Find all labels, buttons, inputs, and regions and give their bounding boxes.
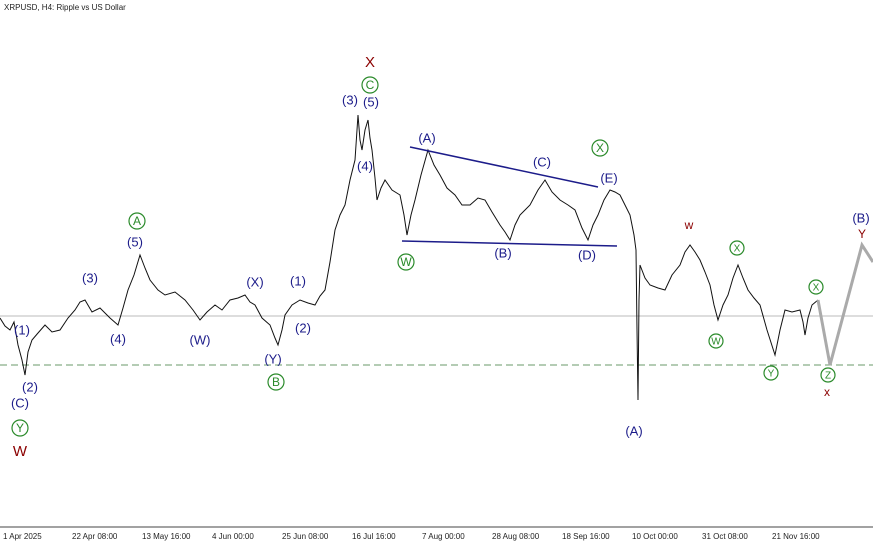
wave-label: (2): [22, 379, 38, 394]
label-circle: [361, 76, 379, 94]
wave-label: (W): [190, 332, 211, 347]
wave-label: W: [400, 255, 412, 269]
wave-label: (B): [494, 245, 511, 260]
x-tick-label: 28 Aug 08:00: [492, 532, 540, 541]
label-circle: [708, 333, 724, 349]
wave-label: (4): [110, 331, 126, 346]
x-axis-labels: 1 Apr 2025 22 Apr 08:00 13 May 16:00 4 J…: [3, 532, 820, 541]
wave-label: Y: [858, 227, 866, 241]
wave-label: (D): [578, 247, 596, 262]
label-circle: [820, 367, 836, 383]
wave-label: (B): [852, 210, 869, 225]
wave-label: X: [813, 283, 820, 294]
chart-title: XRPUSD, H4: Ripple vs US Dollar: [4, 3, 126, 12]
projection-line: [816, 241, 873, 366]
wave-label: W: [13, 443, 28, 460]
price-line: [0, 114, 819, 401]
wave-label: (X): [246, 274, 263, 289]
wave-label: (3): [82, 270, 98, 285]
wave-label: (C): [11, 395, 29, 410]
trend-line: [401, 240, 618, 247]
wave-label: (5): [363, 94, 379, 109]
wave-label: A: [133, 214, 141, 228]
wave-label: (1): [290, 273, 306, 288]
x-tick-label: 10 Oct 00:00: [632, 532, 678, 541]
trend-line: [409, 146, 599, 188]
label-circle: [267, 373, 285, 391]
label-circle: [763, 365, 779, 381]
wave-label: Z: [825, 371, 831, 382]
wave-label: (5): [127, 234, 143, 249]
wave-label: x: [824, 385, 830, 399]
label-circle: [11, 419, 29, 437]
x-tick-label: 1 Apr 2025: [3, 532, 42, 541]
x-tick-label: 22 Apr 08:00: [72, 532, 118, 541]
label-circle: [397, 253, 415, 271]
x-tick-label: 18 Sep 16:00: [562, 532, 610, 541]
wave-label: (3): [342, 92, 358, 107]
wave-label: Y: [16, 421, 24, 435]
x-tick-label: 4 Jun 00:00: [212, 532, 254, 541]
wave-label: B: [272, 375, 280, 389]
wave-label: (1): [14, 322, 30, 337]
wave-label: (A): [625, 423, 642, 438]
label-circle: [591, 139, 609, 157]
wave-label: (4): [357, 158, 373, 173]
wave-label: (E): [600, 170, 617, 185]
wave-labels: W Y (C) (2) (1) (3) (4) A (5) (W) (X) (Y…: [11, 54, 870, 460]
wave-label: C: [366, 78, 375, 92]
wave-label: X: [596, 141, 604, 155]
x-tick-label: 31 Oct 08:00: [702, 532, 748, 541]
wave-label: (2): [295, 320, 311, 335]
x-tick-label: 7 Aug 00:00: [422, 532, 465, 541]
x-tick-label: 13 May 16:00: [142, 532, 191, 541]
wave-label: (A): [418, 130, 435, 145]
wave-label: (C): [533, 154, 551, 169]
x-tick-label: 25 Jun 08:00: [282, 532, 329, 541]
x-tick-label: 21 Nov 16:00: [772, 532, 820, 541]
wave-label: X: [365, 54, 375, 71]
wave-label: (Y): [264, 351, 281, 366]
wave-label: W: [711, 337, 721, 348]
wave-label: Y: [768, 369, 775, 380]
wave-label: w: [684, 218, 694, 232]
wave-label: X: [734, 244, 741, 255]
x-tick-label: 16 Jul 16:00: [352, 532, 396, 541]
label-circle: [128, 212, 146, 230]
label-circle: [729, 240, 745, 256]
label-circle: [808, 279, 824, 295]
